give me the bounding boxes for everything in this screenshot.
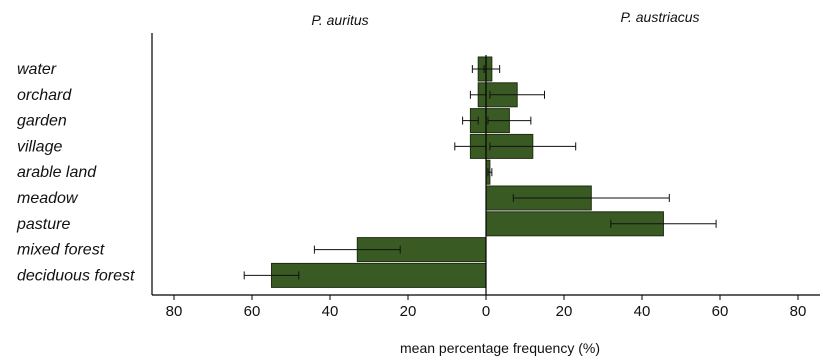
x-axis-label: mean percentage frequency (%) — [400, 340, 600, 356]
left-series-title: P. auritus — [311, 12, 368, 28]
category-label: arable land — [17, 164, 97, 181]
category-label: water — [17, 61, 57, 78]
x-tick-label: 80 — [166, 303, 183, 320]
x-tick-label: 60 — [244, 303, 261, 320]
right-series-title: P. austriacus — [620, 9, 699, 25]
x-tick-label: 60 — [712, 303, 729, 320]
x-tick-label: 20 — [400, 303, 417, 320]
category-labels: water orchard garden village arable land mead… — [16, 61, 135, 284]
x-tick-label: 20 — [556, 303, 573, 320]
bars — [243, 56, 717, 288]
category-label: mixed forest — [17, 242, 105, 259]
axes — [151, 33, 820, 300]
category-label: pasture — [16, 216, 70, 233]
category-label: garden — [17, 113, 67, 130]
category-label: deciduous forest — [17, 267, 135, 284]
category-label: village — [17, 138, 62, 155]
x-tick-label: 0 — [482, 303, 490, 320]
x-tick-labels: 80 60 40 20 0 20 40 60 80 — [166, 303, 807, 320]
x-tick-label: 40 — [634, 303, 651, 320]
left-bar — [271, 262, 487, 288]
x-tick-label: 40 — [322, 303, 339, 320]
category-label: meadow — [17, 190, 79, 207]
category-label: orchard — [17, 87, 72, 104]
x-tick-label: 80 — [790, 303, 807, 320]
